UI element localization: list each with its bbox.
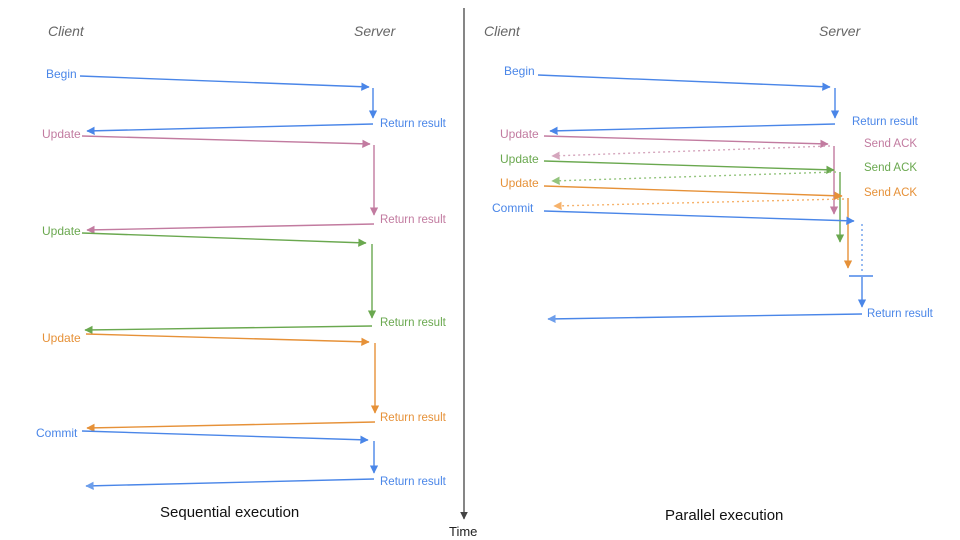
par-update3-label: Update xyxy=(500,176,539,190)
par-send-ack-1: Send ACK xyxy=(864,138,918,150)
sequential-arrows xyxy=(79,75,380,491)
seq-begin-label: Begin xyxy=(46,67,77,81)
seq-commit-label: Commit xyxy=(36,426,78,440)
par-commit-roundtrip xyxy=(543,210,873,324)
seq-return-result-5: Return result xyxy=(380,476,446,488)
par-begin-roundtrip xyxy=(537,74,840,136)
par-server-header: Server xyxy=(819,23,861,39)
seq-begin-roundtrip xyxy=(79,75,378,136)
seq-return-result-2: Return result xyxy=(380,214,446,226)
seq-client-header: Client xyxy=(48,23,84,39)
par-client-header: Client xyxy=(484,23,520,39)
seq-update2-roundtrip xyxy=(81,232,377,335)
par-update3-send-ack xyxy=(543,185,853,269)
par-update2-send-ack xyxy=(543,160,845,243)
par-begin-label: Begin xyxy=(504,64,535,78)
par-update1-send-ack xyxy=(543,135,839,215)
seq-update3-roundtrip xyxy=(85,333,380,433)
par-commit-label: Commit xyxy=(492,201,534,215)
seq-title: Sequential execution xyxy=(160,504,300,521)
par-update2-label: Update xyxy=(500,152,539,166)
seq-update1-label: Update xyxy=(42,127,81,141)
par-send-ack-2: Send ACK xyxy=(864,162,918,174)
parallel-arrows xyxy=(537,74,873,324)
seq-return-result-1: Return result xyxy=(380,118,446,130)
seq-return-result-4: Return result xyxy=(380,412,446,424)
seq-update1-roundtrip xyxy=(81,135,379,235)
par-return-result-2: Return result xyxy=(867,308,933,320)
seq-update3-label: Update xyxy=(42,331,81,345)
seq-update2-label: Update xyxy=(42,224,81,238)
seq-return-result-3: Return result xyxy=(380,317,446,329)
par-return-result-1: Return result xyxy=(852,116,918,128)
seq-server-header: Server xyxy=(354,23,396,39)
par-title: Parallel execution xyxy=(665,507,784,524)
time-axis-label: Time xyxy=(449,524,478,539)
par-update1-label: Update xyxy=(500,127,539,141)
par-send-ack-3: Send ACK xyxy=(864,187,918,199)
seq-commit-roundtrip xyxy=(81,430,379,491)
